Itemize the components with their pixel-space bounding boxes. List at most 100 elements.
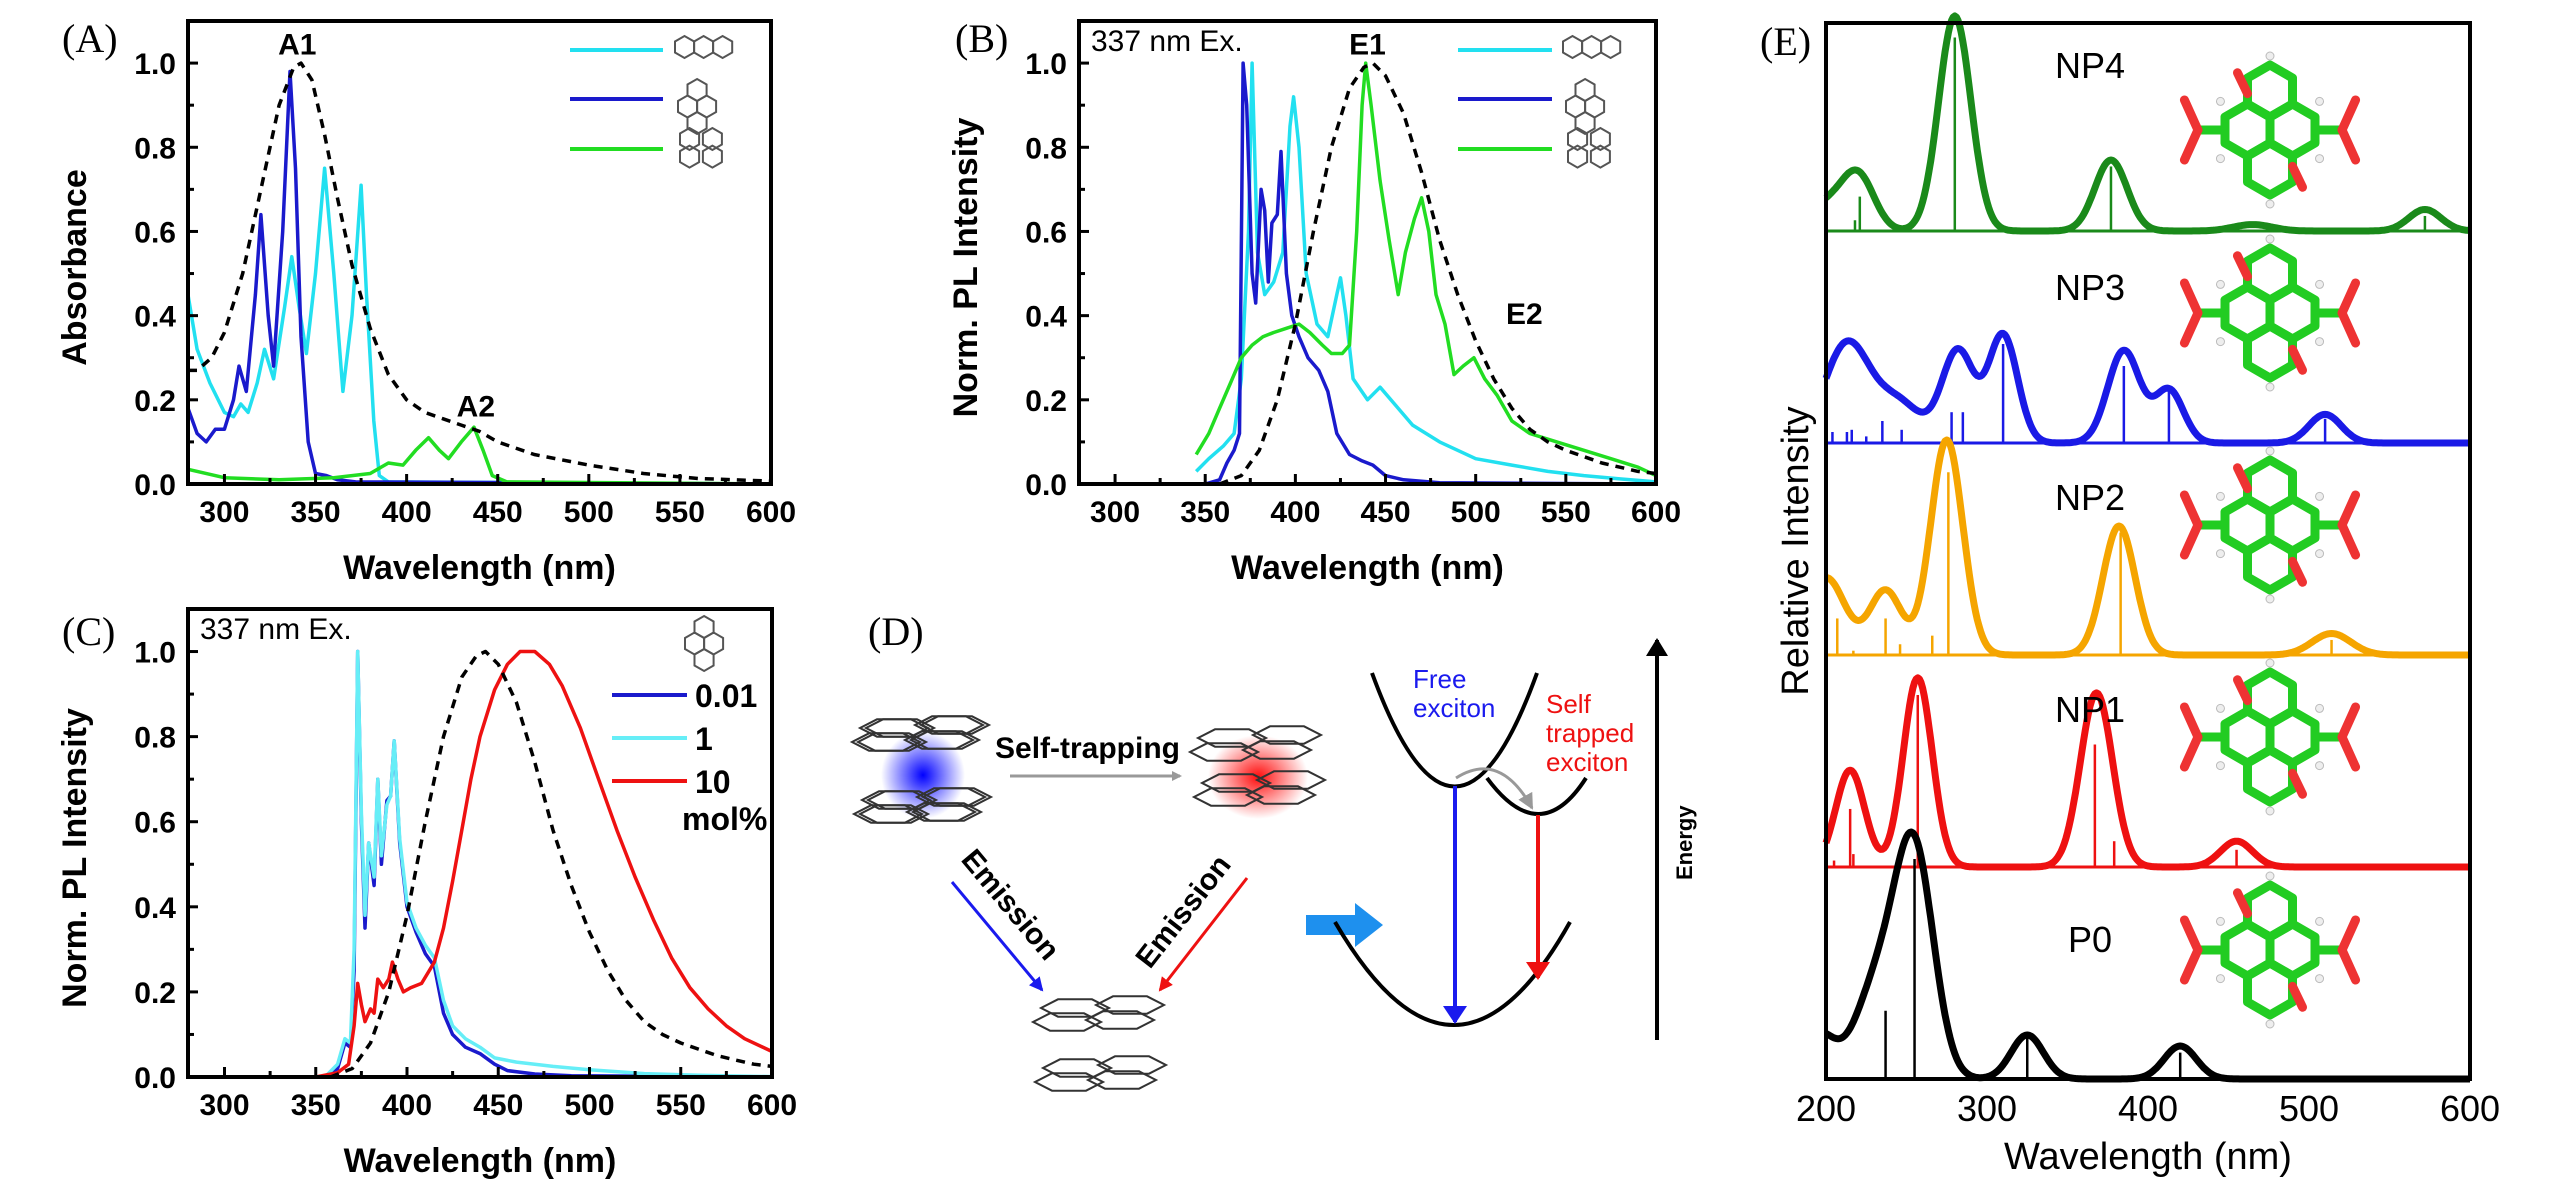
panel-a-absorbance-chart: 300 350 400 450 500 550 600 0.0 0.2 0.4 0.6 0.8 1.0 W… [56, 19, 796, 587]
y-tick-label: 1.0 [134, 637, 176, 670]
free-exciton-label-line1: Free [1413, 664, 1466, 694]
y-tick-label: 0.6 [134, 216, 176, 249]
ring [1250, 725, 1324, 745]
y-tick-label: 1.0 [1025, 48, 1067, 81]
y-axis-title: Norm. PL Intensity [947, 118, 985, 418]
peak-annotation-e1: E1 [1349, 29, 1386, 62]
y-tick-label: 0.4 [1025, 301, 1067, 334]
x-axis-title: Wavelength (nm) [1231, 549, 1504, 587]
ground-state-potential-curve [1333, 920, 1572, 1027]
x-tick-label: 550 [1541, 496, 1591, 529]
x-tick-label: 550 [656, 1089, 706, 1122]
transition-arrow-icon [1306, 903, 1383, 947]
y-tick-label: 0.8 [1025, 132, 1067, 165]
y-axis-title: Relative Intensity [1775, 406, 1817, 695]
plot-frame [1077, 19, 1658, 486]
ring [1093, 995, 1167, 1015]
plot-frame [186, 19, 773, 486]
y-tick-label: 0.4 [134, 892, 176, 925]
y-tick-label: 0.2 [134, 385, 176, 418]
series-reference-dashed- [188, 61, 772, 483]
peak-annotation-a2: A2 [457, 391, 495, 424]
series-perylene [1194, 61, 1657, 478]
ring [857, 804, 931, 824]
x-tick-label: 500 [2279, 1088, 2339, 1129]
ring [851, 804, 925, 824]
x-tick-label: 300 [1090, 496, 1140, 529]
ring [1095, 1055, 1169, 1075]
x-tick-label: 400 [2118, 1088, 2178, 1129]
y-axis-title: Absorbance [56, 169, 94, 366]
legend-label-10: 10 [695, 764, 731, 800]
energy-axis-label: Energy [1672, 805, 1697, 880]
y-tick-label: 1.0 [134, 48, 176, 81]
ring [855, 732, 929, 752]
x-tick-label: 200 [1796, 1088, 1856, 1129]
ring [914, 787, 988, 807]
x-tick-label: 500 [564, 1089, 614, 1122]
relaxation-arrow [1455, 767, 1534, 810]
x-tick-label: 600 [2440, 1088, 2500, 1129]
pyrene-structure-icon [1565, 77, 1606, 136]
ring [1240, 740, 1314, 760]
molecular-stack-trapped [1187, 725, 1328, 807]
pyrene-structure-icon [677, 77, 718, 136]
molecule-model-np2 [2179, 446, 2361, 604]
series-reference-dashed- [329, 649, 773, 1079]
molecule-model-p0 [2179, 871, 2361, 1029]
x-tick-label: 450 [1361, 496, 1411, 529]
emission-arrow-free [950, 881, 1044, 992]
y-tick-label: 0.4 [134, 301, 176, 334]
spectrum-np3 [1822, 329, 2472, 447]
self-trapped-potential-curve [1485, 776, 1588, 816]
x-tick-label: 400 [382, 496, 432, 529]
x-tick-label: 500 [1451, 496, 1501, 529]
x-tick-label: 350 [1180, 496, 1230, 529]
legend-label-1: 1 [695, 721, 713, 757]
plot-frame [1824, 21, 2472, 1081]
x-tick-label: 450 [473, 496, 523, 529]
x-axis-title: Wavelength (nm) [344, 1142, 617, 1180]
perylene-structure-icon [1567, 126, 1611, 169]
ring [910, 802, 984, 822]
free-exciton-glow [881, 731, 965, 819]
panel-label-c: (C) [62, 609, 115, 654]
pyrene-structure-icon [684, 614, 725, 673]
excitation-note: 337 nm Ex. [1091, 25, 1243, 58]
self-trapped-label-line1: Self [1546, 689, 1592, 719]
panel-a-legend [570, 34, 734, 169]
self-trapped-label-line3: exciton [1546, 747, 1628, 777]
panel-label-d: (D) [868, 609, 924, 654]
x-tick-label: 300 [199, 496, 249, 529]
ring [1254, 770, 1328, 790]
panel-b-pl-chart: 300 350 400 450 500 550 600 0.0 0.2 0.4 0.6 0.8 1.0 W… [947, 19, 1681, 587]
x-tick-label: 400 [1270, 496, 1320, 529]
panel-e-calculated-spectra-chart: NP4 NP3 NP2 NP1 P0 200 300 400 500 600 Wavelength … [1775, 12, 2500, 1178]
spectrum-label-p0: P0 [2068, 919, 2112, 960]
molecule-model-np1 [2179, 658, 2361, 816]
spectrum-np4 [1823, 12, 2472, 235]
x-tick-label: 600 [746, 496, 796, 529]
series-0-01 [323, 649, 773, 1079]
y-tick-label: 0.8 [134, 722, 176, 755]
panel-d-self-trapping-diagram: Self-trapping Emission Emission Free exc… [849, 638, 1697, 1092]
series-pyrene [186, 69, 772, 486]
ring [1187, 742, 1261, 762]
plot-frame [186, 607, 774, 1079]
legend-unit: mol% [682, 801, 767, 837]
panel-label-b: (B) [955, 16, 1008, 61]
ring [908, 730, 982, 750]
y-tick-label: 0.6 [134, 807, 176, 840]
y-tick-label: 0.8 [134, 132, 176, 165]
molecular-stack-free [849, 715, 994, 824]
spectrum-np1 [1822, 674, 2472, 871]
series-anthracene [1194, 61, 1657, 484]
y-axis-title: Norm. PL Intensity [56, 708, 94, 1008]
x-tick-label: 400 [382, 1089, 432, 1122]
ring [1244, 785, 1318, 805]
x-tick-label: 600 [747, 1089, 797, 1122]
spectrum-label-np1: NP1 [2055, 689, 2125, 730]
x-tick-label: 600 [1631, 496, 1681, 529]
series-1 [323, 649, 773, 1079]
